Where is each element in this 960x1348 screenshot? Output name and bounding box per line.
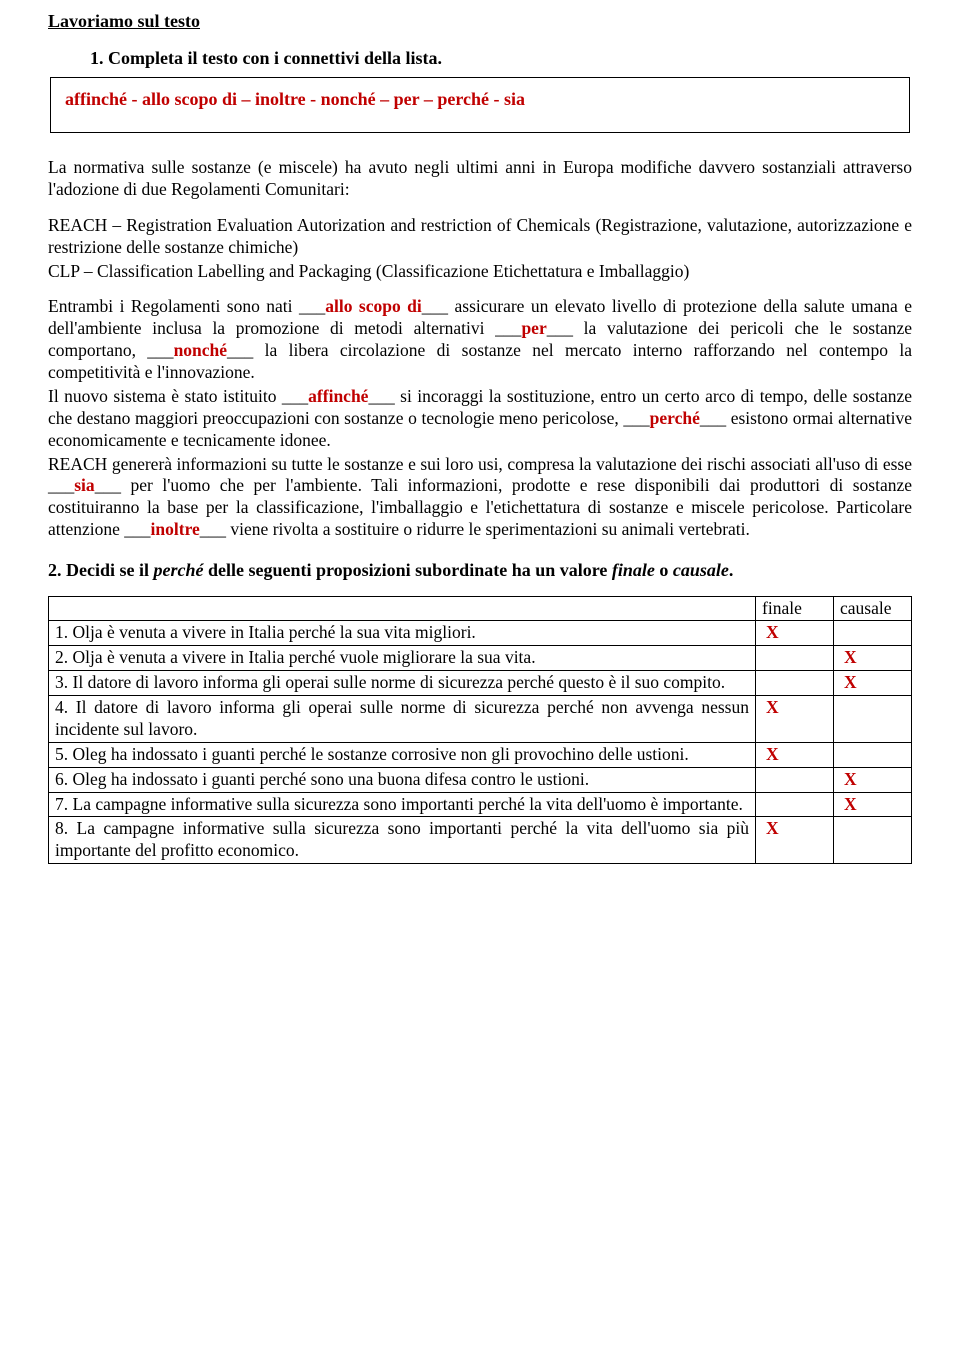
intro-paragraph: La normativa sulle sostanze (e miscele) … xyxy=(48,157,912,201)
causale-cell xyxy=(834,621,912,646)
sentence-cell: 1. Olja è venuta a vivere in Italia perc… xyxy=(49,621,756,646)
finale-cell xyxy=(756,767,834,792)
finale-cell xyxy=(756,646,834,671)
fill-allo-scopo-di: allo scopo di xyxy=(325,296,422,316)
text: . xyxy=(729,560,734,580)
instruction-1: 1. Completa il testo con i connettivi de… xyxy=(90,47,912,70)
fill-inoltre: inoltre xyxy=(151,519,200,539)
table-row: 1. Olja è venuta a vivere in Italia perc… xyxy=(49,621,912,646)
sentence-cell: 4. Il datore di lavoro informa gli opera… xyxy=(49,696,756,743)
header-causale: causale xyxy=(834,596,912,621)
table-row: 7. La campagne informative sulla sicurez… xyxy=(49,792,912,817)
table-row: 8. La campagne informative sulla sicurez… xyxy=(49,817,912,864)
finale-cell: X xyxy=(756,696,834,743)
section-title: Lavoriamo sul testo xyxy=(48,10,912,33)
connectives-list: affinché - allo scopo di – inoltre - non… xyxy=(65,89,525,109)
causale-cell xyxy=(834,817,912,864)
sentence-cell: 2. Olja è venuta a vivere in Italia perc… xyxy=(49,646,756,671)
glossary-clp: CLP – Classification Labelling and Packa… xyxy=(48,261,912,283)
paragraph-3: REACH genererà informazioni su tutte le … xyxy=(48,454,912,542)
exercise-table: finale causale 1. Olja è venuta a vivere… xyxy=(48,596,912,865)
fill-per: per xyxy=(521,318,546,338)
causale-cell xyxy=(834,696,912,743)
italic-perche: perché xyxy=(154,560,204,580)
table-row: 6. Oleg ha indossato i guanti perché son… xyxy=(49,767,912,792)
causale-cell xyxy=(834,742,912,767)
text: o xyxy=(655,560,673,580)
instruction-2: 2. Decidi se il perché delle seguenti pr… xyxy=(48,559,912,582)
glossary-block: REACH – Registration Evaluation Autoriza… xyxy=(48,215,912,283)
table-row: 5. Oleg ha indossato i guanti perché le … xyxy=(49,742,912,767)
italic-finale: finale xyxy=(612,560,655,580)
finale-cell xyxy=(756,792,834,817)
sentence-cell: 7. La campagne informative sulla sicurez… xyxy=(49,792,756,817)
finale-cell: X xyxy=(756,742,834,767)
paragraph-1: Entrambi i Regolamenti sono nati ___allo… xyxy=(48,296,912,384)
text: delle seguenti proposizioni subordinate … xyxy=(203,560,611,580)
text: 2. Decidi se il xyxy=(48,560,154,580)
sentence-cell: 8. La campagne informative sulla sicurez… xyxy=(49,817,756,864)
causale-cell: X xyxy=(834,767,912,792)
causale-cell: X xyxy=(834,792,912,817)
fill-affinche: affinché xyxy=(308,386,368,406)
text: ___ viene rivolta a sostituire o ridurre… xyxy=(200,519,750,539)
fill-perche: perché xyxy=(650,408,700,428)
causale-cell: X xyxy=(834,646,912,671)
text: Il nuovo sistema è stato istituito ___ xyxy=(48,386,308,406)
connectives-box: affinché - allo scopo di – inoltre - non… xyxy=(50,77,910,133)
header-finale: finale xyxy=(756,596,834,621)
italic-causale: causale xyxy=(673,560,729,580)
sentence-cell: 6. Oleg ha indossato i guanti perché son… xyxy=(49,767,756,792)
fill-nonche: nonché xyxy=(174,340,227,360)
causale-cell: X xyxy=(834,671,912,696)
text: Entrambi i Regolamenti sono nati ___ xyxy=(48,296,325,316)
fill-sia: sia xyxy=(74,475,94,495)
sentence-cell: 5. Oleg ha indossato i guanti perché le … xyxy=(49,742,756,767)
glossary-reach: REACH – Registration Evaluation Autoriza… xyxy=(48,215,912,259)
sentence-cell: 3. Il datore di lavoro informa gli opera… xyxy=(49,671,756,696)
table-row: 4. Il datore di lavoro informa gli opera… xyxy=(49,696,912,743)
finale-cell xyxy=(756,671,834,696)
finale-cell: X xyxy=(756,817,834,864)
finale-cell: X xyxy=(756,621,834,646)
table-row: 3. Il datore di lavoro informa gli opera… xyxy=(49,671,912,696)
table-header-row: finale causale xyxy=(49,596,912,621)
table-row: 2. Olja è venuta a vivere in Italia perc… xyxy=(49,646,912,671)
paragraph-2: Il nuovo sistema è stato istituito ___af… xyxy=(48,386,912,452)
header-empty xyxy=(49,596,756,621)
